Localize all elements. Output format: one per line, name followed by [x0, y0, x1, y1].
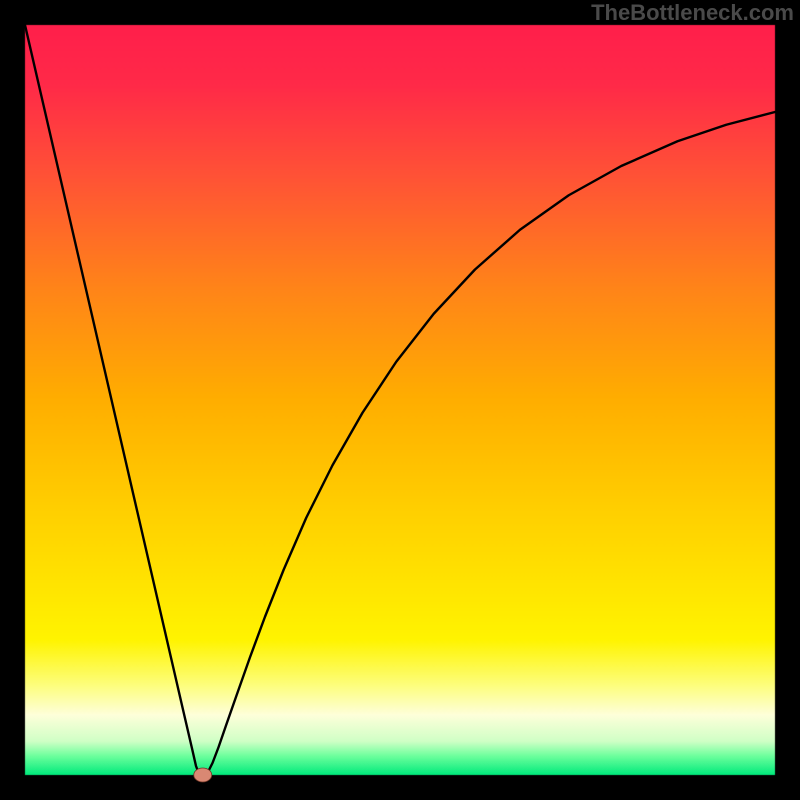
- watermark-text: TheBottleneck.com: [591, 0, 794, 26]
- chart-root: TheBottleneck.com: [0, 0, 800, 800]
- gradient-plot-canvas: [0, 0, 800, 800]
